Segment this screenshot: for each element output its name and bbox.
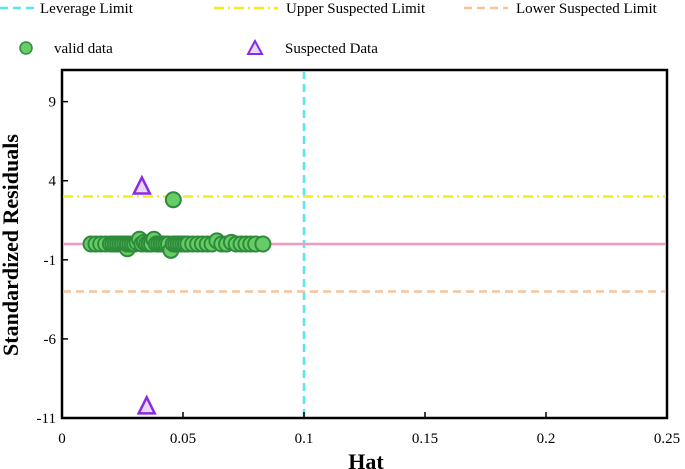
legend-entry-suspected-data: Suspected Data	[246, 38, 378, 57]
legend: Leverage Limit Upper Suspected Limit Low…	[0, 1, 658, 57]
legend-entry-upper-suspected-limit: Upper Suspected Limit	[214, 1, 426, 17]
x-tick-label: 0	[58, 431, 66, 447]
data-points	[82, 174, 272, 415]
legend-entry-valid-data: valid data	[19, 41, 113, 57]
legend-marker-valid-data	[19, 41, 33, 55]
x-tick-label: 0.2	[537, 431, 556, 447]
legend-label-lower-suspected-limit: Lower Suspected Limit	[516, 1, 658, 17]
x-axis-ticks: 0 0.05 0.1 0.15 0.2 0.25	[58, 412, 680, 447]
y-axis-title: Standardized Residuals	[0, 134, 23, 356]
x-axis-title: Hat	[348, 449, 384, 469]
legend-marker-suspected-data	[246, 38, 264, 55]
valid-data-point	[254, 235, 272, 253]
legend-label-valid-data: valid data	[54, 41, 113, 57]
y-tick-label: 9	[49, 95, 57, 111]
y-tick-label: -6	[44, 332, 57, 348]
x-tick-label: 0.05	[170, 431, 196, 447]
legend-label-upper-suspected-limit: Upper Suspected Limit	[286, 1, 426, 17]
suspected-data-point	[131, 174, 152, 195]
y-tick-label: -11	[37, 411, 56, 427]
y-tick-label: 4	[49, 174, 57, 190]
legend-label-leverage-limit: Leverage Limit	[40, 1, 134, 17]
suspected-data-point	[136, 394, 157, 415]
legend-entry-lower-suspected-limit: Lower Suspected Limit	[464, 1, 658, 17]
x-tick-label: 0.15	[412, 431, 438, 447]
legend-entry-leverage-limit: Leverage Limit	[0, 1, 134, 17]
x-tick-label: 0.25	[654, 431, 680, 447]
y-tick-label: -1	[44, 253, 57, 269]
valid-data-point	[164, 191, 182, 209]
y-axis-ticks: -11 -6 -1 4 9	[37, 95, 68, 427]
legend-label-suspected-data: Suspected Data	[285, 41, 378, 57]
x-tick-label: 0.1	[295, 431, 314, 447]
